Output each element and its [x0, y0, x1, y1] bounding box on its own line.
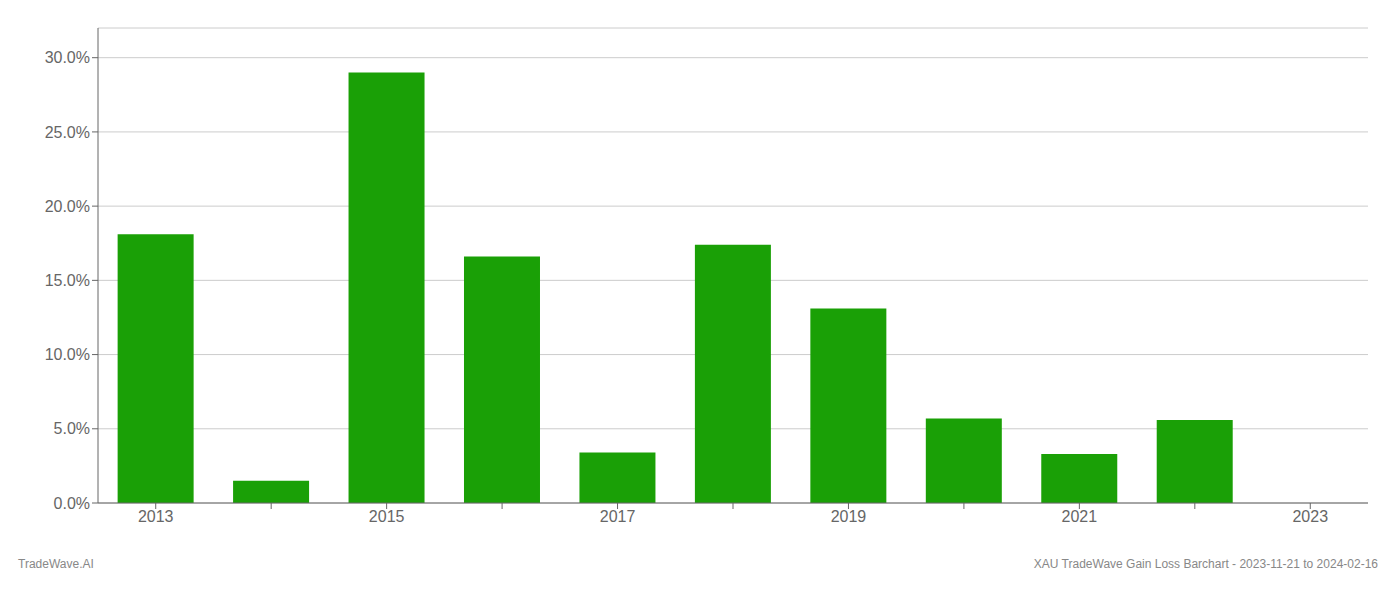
- svg-text:0.0%: 0.0%: [54, 495, 90, 512]
- svg-text:30.0%: 30.0%: [45, 49, 90, 66]
- html-text:TradeWave.AI: TradeWave.AI: [18, 557, 94, 571]
- svg-text:5.0%: 5.0%: [54, 420, 90, 437]
- svg-text:2021: 2021: [1062, 508, 1098, 525]
- svg-text:2013: 2013: [138, 508, 174, 525]
- svg-text:10.0%: 10.0%: [45, 346, 90, 363]
- svg-text:25.0%: 25.0%: [45, 124, 90, 141]
- svg-text:2023: 2023: [1292, 508, 1328, 525]
- svg-text:20.0%: 20.0%: [45, 198, 90, 215]
- svg-text:2017: 2017: [600, 508, 636, 525]
- html-text:XAU TradeWave Gain Loss Barcha: XAU TradeWave Gain Loss Barchart - 2023-…: [1033, 557, 1378, 571]
- svg-text:2015: 2015: [369, 508, 405, 525]
- svg-text:15.0%: 15.0%: [45, 272, 90, 289]
- svg-text:2019: 2019: [831, 508, 867, 525]
